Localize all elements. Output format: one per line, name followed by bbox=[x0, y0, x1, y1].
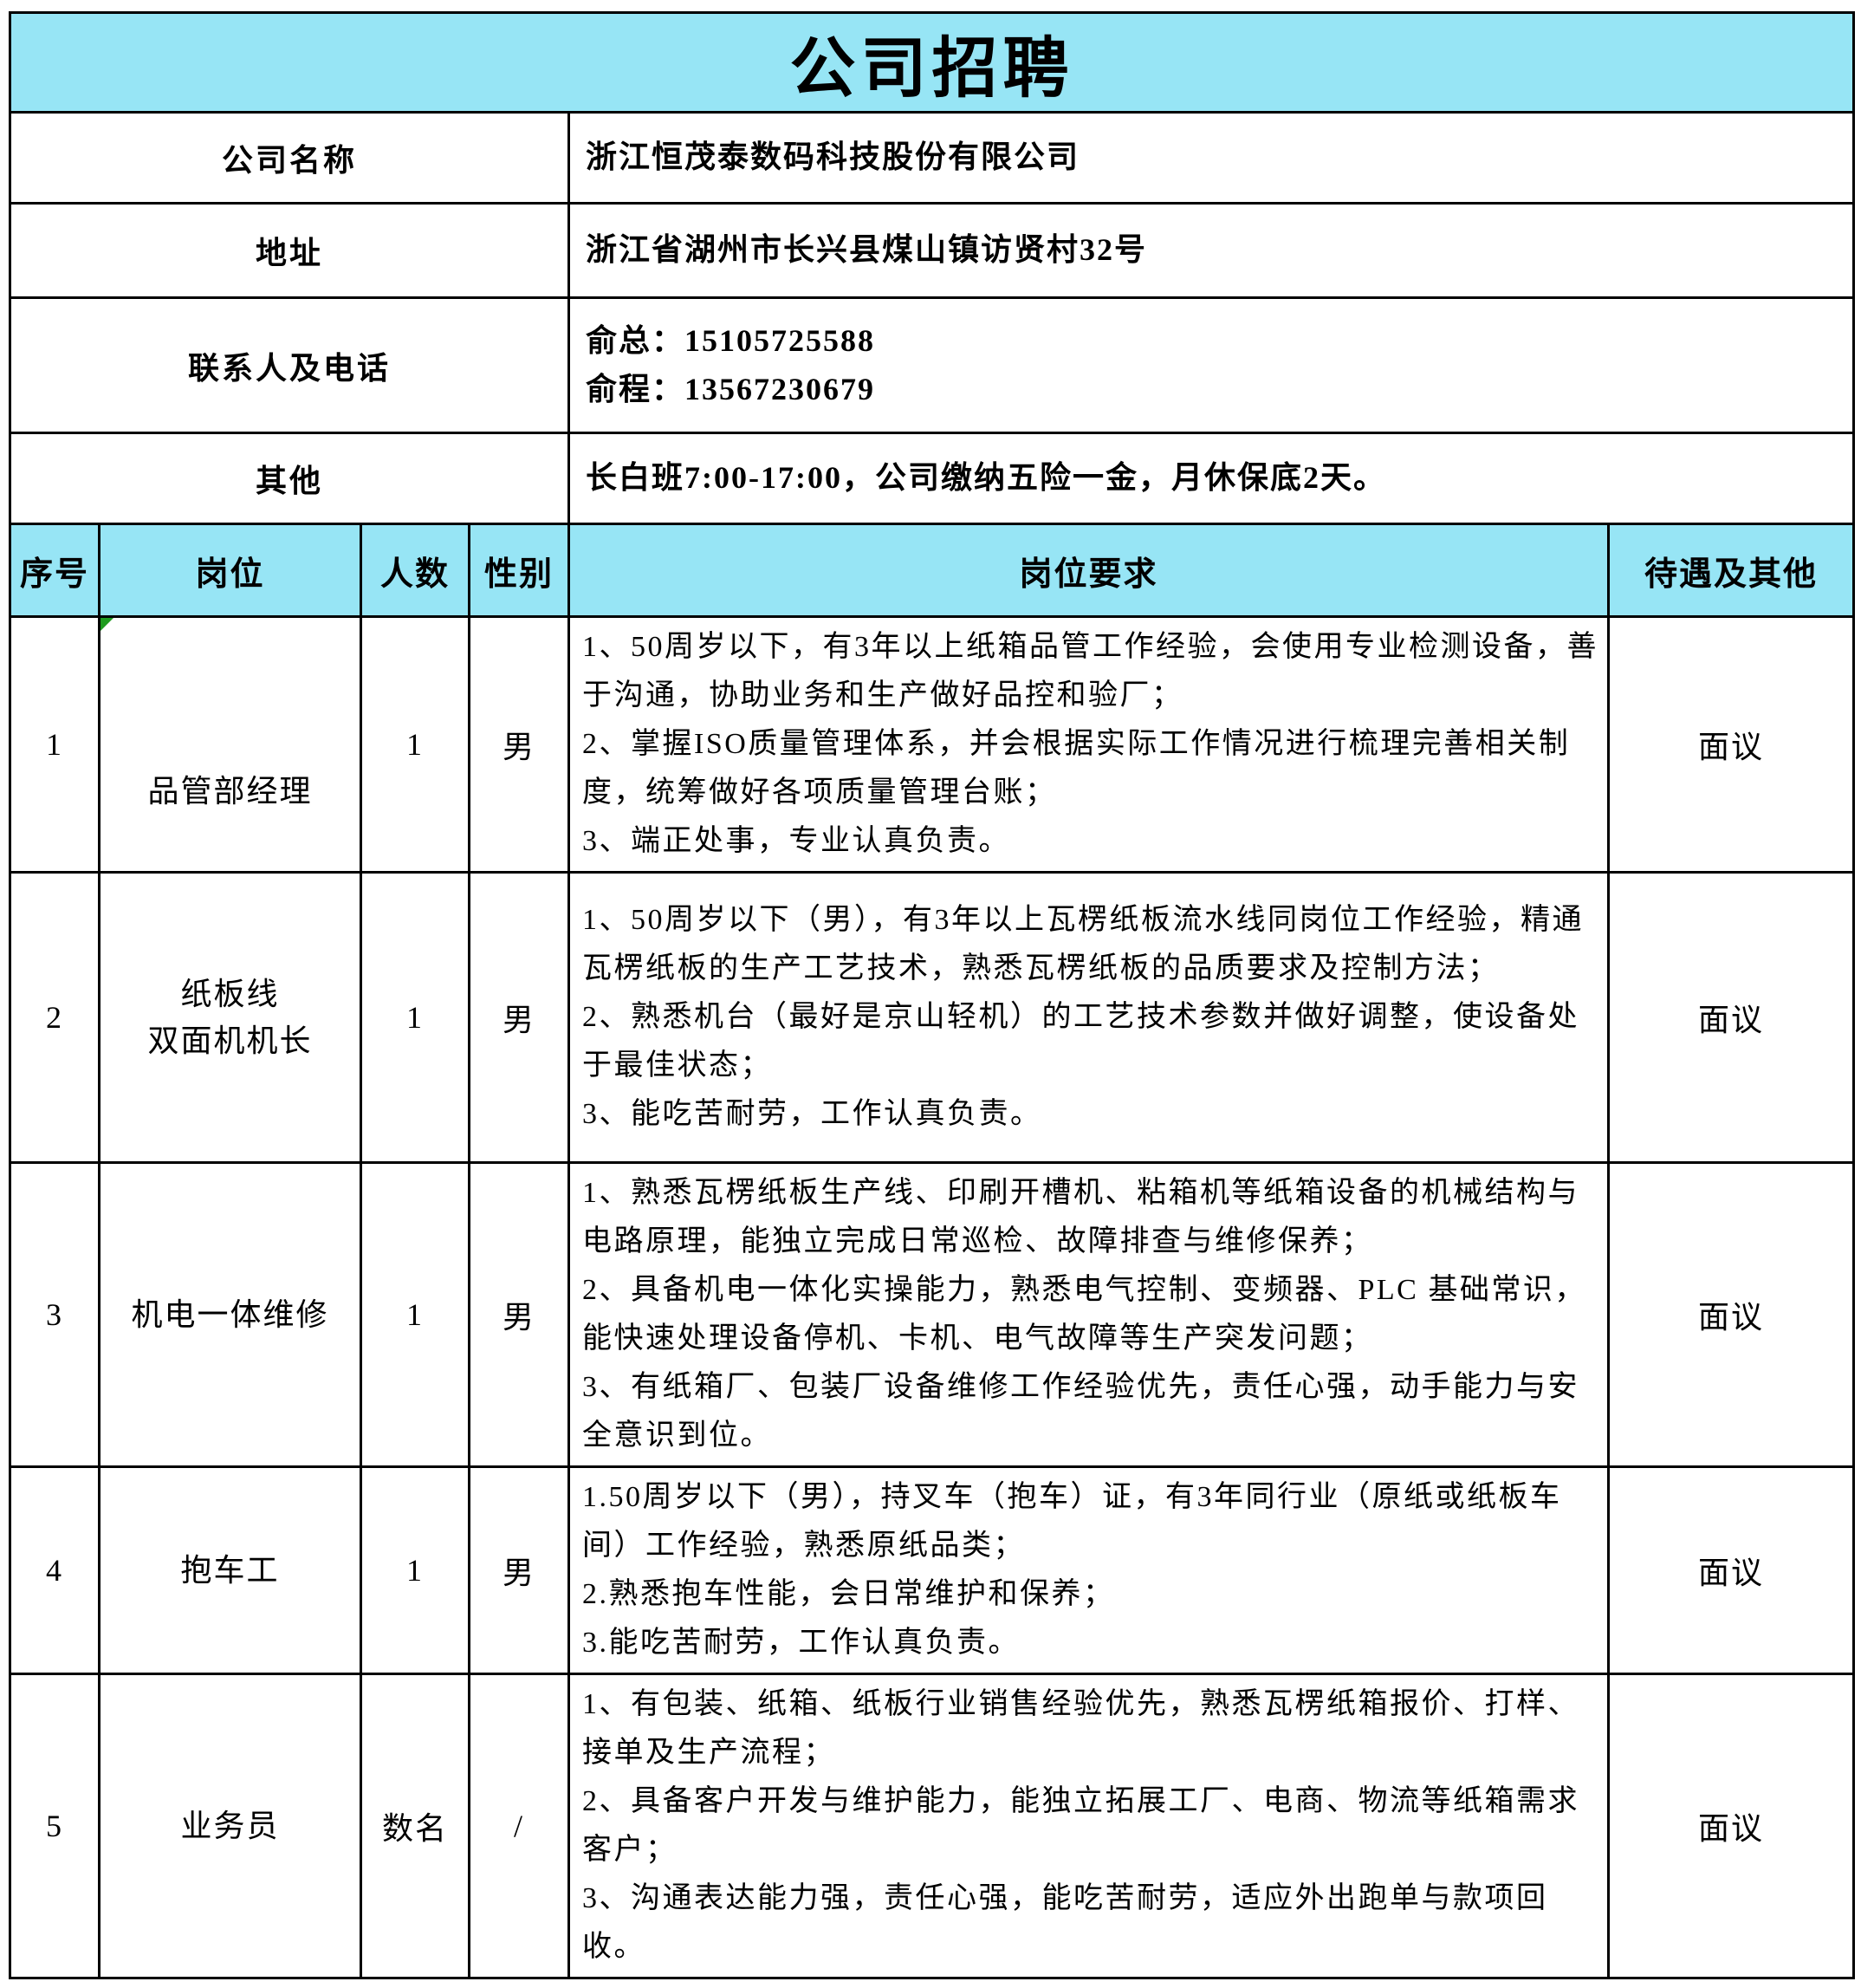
row-salary: 面议 bbox=[1607, 615, 1855, 874]
header-post: 岗位 bbox=[98, 523, 362, 618]
row-post: 抱车工 bbox=[98, 1465, 362, 1675]
row-gender: 男 bbox=[468, 871, 570, 1164]
row-seq-no: 3 bbox=[9, 1161, 101, 1468]
other-label: 其他 bbox=[9, 432, 570, 525]
table-row: 5 业务员 数名 / 1、有包装、纸箱、纸板行业销售经验优先，熟悉瓦楞纸箱报价、… bbox=[9, 1673, 1855, 1979]
row-post-label: 品管部经理 bbox=[147, 774, 313, 809]
row-count: 1 bbox=[360, 615, 470, 874]
other-value: 长白班7:00-17:00，公司缴纳五险一金，月休保底2天。 bbox=[567, 432, 1855, 525]
table-row: 1 品管部经理 1 男 1、50周岁以下，有3年以上纸箱品管工作经验，会使用专业… bbox=[9, 615, 1855, 874]
row-post: 业务员 bbox=[98, 1673, 362, 1979]
row-requirements: 1、有包装、纸箱、纸板行业销售经验优先，熟悉瓦楞纸箱报价、打样、接单及生产流程；… bbox=[567, 1673, 1610, 1979]
row-gender: 男 bbox=[468, 1465, 570, 1675]
company-name-value: 浙江恒茂泰数码科技股份有限公司 bbox=[567, 111, 1855, 205]
page-title: 公司招聘 bbox=[9, 11, 1855, 114]
row-seq-no: 5 bbox=[9, 1673, 101, 1979]
row-requirements: 1、50周岁以下（男），有3年以上瓦楞纸板流水线同岗位工作经验，精通瓦楞纸板的生… bbox=[567, 871, 1610, 1164]
row-salary: 面议 bbox=[1607, 871, 1855, 1164]
row-count: 1 bbox=[360, 1465, 470, 1675]
table-row: 2 纸板线 双面机机长 1 男 1、50周岁以下（男），有3年以上瓦楞纸板流水线… bbox=[9, 871, 1855, 1164]
row-post: 纸板线 双面机机长 bbox=[98, 871, 362, 1164]
row-seq-no: 2 bbox=[9, 871, 101, 1164]
table-row: 4 抱车工 1 男 1.50周岁以下（男），持叉车（抱车）证，有3年同行业（原纸… bbox=[9, 1465, 1855, 1675]
row-post: 品管部经理 bbox=[98, 615, 362, 874]
header-salary: 待遇及其他 bbox=[1607, 523, 1855, 618]
row-count: 1 bbox=[360, 871, 470, 1164]
row-requirements: 1、熟悉瓦楞纸板生产线、印刷开槽机、粘箱机等纸箱设备的机械结构与电路原理，能独立… bbox=[567, 1161, 1610, 1468]
company-name-label: 公司名称 bbox=[9, 111, 570, 205]
cell-error-flag-triangle bbox=[101, 619, 113, 631]
address-value: 浙江省湖州市长兴县煤山镇访贤村32号 bbox=[567, 202, 1855, 299]
row-seq-no: 4 bbox=[9, 1465, 101, 1675]
table-row: 3 机电一体维修 1 男 1、熟悉瓦楞纸板生产线、印刷开槽机、粘箱机等纸箱设备的… bbox=[9, 1161, 1855, 1468]
row-gender: 男 bbox=[468, 615, 570, 874]
row-gender: 男 bbox=[468, 1161, 570, 1468]
row-count: 1 bbox=[360, 1161, 470, 1468]
contact-label: 联系人及电话 bbox=[9, 296, 570, 434]
row-post: 机电一体维修 bbox=[98, 1161, 362, 1468]
row-requirements: 1、50周岁以下，有3年以上纸箱品管工作经验，会使用专业检测设备，善于沟通，协助… bbox=[567, 615, 1610, 874]
row-requirements: 1.50周岁以下（男），持叉车（抱车）证，有3年同行业（原纸或纸板车间）工作经验… bbox=[567, 1465, 1610, 1675]
header-gender: 性别 bbox=[468, 523, 570, 618]
row-gender: / bbox=[468, 1673, 570, 1979]
address-label: 地址 bbox=[9, 202, 570, 299]
recruitment-table: 公司招聘 公司名称 浙江恒茂泰数码科技股份有限公司 地址 浙江省湖州市长兴县煤山… bbox=[9, 11, 1855, 1979]
header-requirements: 岗位要求 bbox=[567, 523, 1610, 618]
contact-value: 俞总：15105725588 俞程：13567230679 bbox=[567, 296, 1855, 434]
header-seq-no: 序号 bbox=[9, 523, 101, 618]
row-salary: 面议 bbox=[1607, 1673, 1855, 1979]
row-salary: 面议 bbox=[1607, 1161, 1855, 1468]
header-count: 人数 bbox=[360, 523, 470, 618]
row-count: 数名 bbox=[360, 1673, 470, 1979]
row-salary: 面议 bbox=[1607, 1465, 1855, 1675]
row-seq-no: 1 bbox=[9, 615, 101, 874]
